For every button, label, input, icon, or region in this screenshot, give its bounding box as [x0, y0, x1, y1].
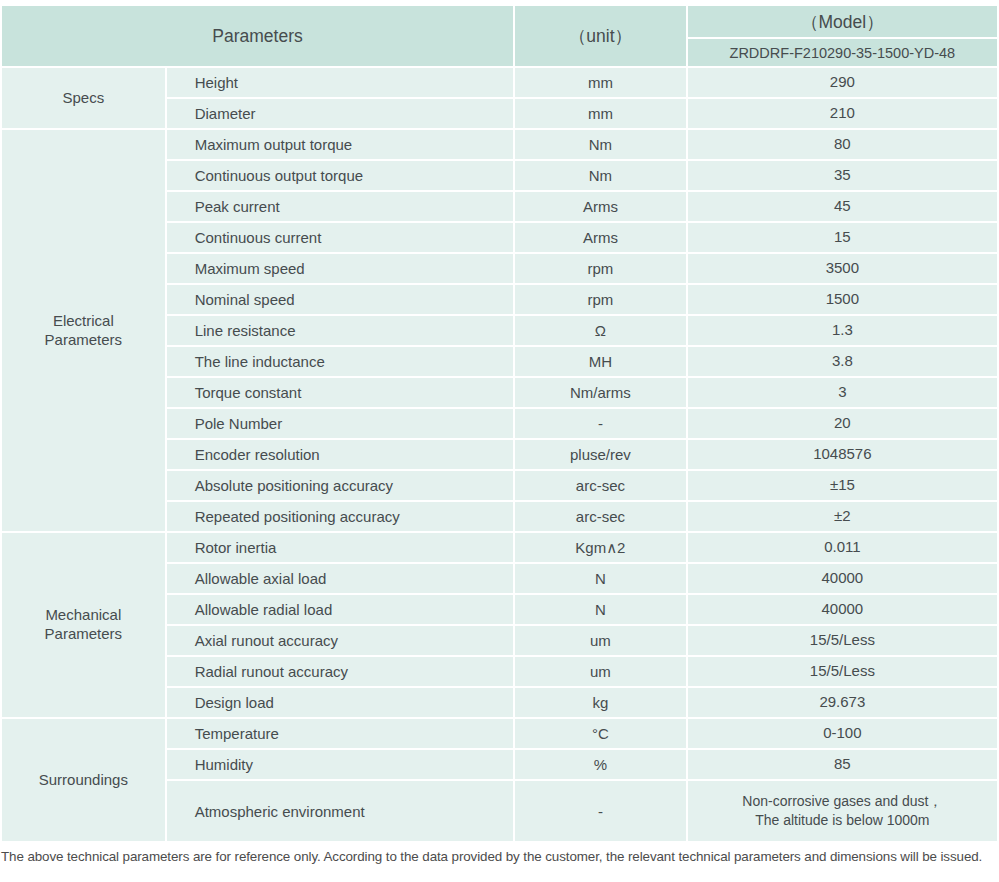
- parameter-name-cell: Peak current: [167, 192, 513, 221]
- value-cell: 1.3: [688, 316, 997, 345]
- unit-cell: -: [515, 781, 686, 841]
- value-cell: 210: [688, 99, 997, 128]
- unit-cell: N: [515, 595, 686, 624]
- value-cell: 40000: [688, 595, 997, 624]
- table-row: Electrical ParametersMaximum output torq…: [2, 130, 997, 159]
- header-row-1: Parameters （unit） （Model）: [2, 6, 997, 37]
- parameter-name-cell: Radial runout accuracy: [167, 657, 513, 686]
- value-cell: 40000: [688, 564, 997, 593]
- unit-cell: %: [515, 750, 686, 779]
- parameter-name-cell: Atmospheric environment: [167, 781, 513, 841]
- unit-cell: arc-sec: [515, 471, 686, 500]
- parameter-name-cell: The line inductance: [167, 347, 513, 376]
- unit-cell: um: [515, 657, 686, 686]
- parameter-name-cell: Design load: [167, 688, 513, 717]
- unit-cell: rpm: [515, 254, 686, 283]
- unit-cell: kg: [515, 688, 686, 717]
- value-cell: 290: [688, 68, 997, 97]
- unit-cell: mm: [515, 68, 686, 97]
- value-cell: ±2: [688, 502, 997, 531]
- parameter-name-cell: Pole Number: [167, 409, 513, 438]
- table-row: SurroundingsTemperature°C0-100: [2, 719, 997, 748]
- value-cell: 3: [688, 378, 997, 407]
- table-row: SpecsHeightmm290: [2, 68, 997, 97]
- unit-cell: -: [515, 409, 686, 438]
- value-cell: 35: [688, 161, 997, 190]
- value-cell: 1500: [688, 285, 997, 314]
- parameter-name-cell: Encoder resolution: [167, 440, 513, 469]
- unit-cell: arc-sec: [515, 502, 686, 531]
- parameter-name-cell: Diameter: [167, 99, 513, 128]
- parameter-name-cell: Continuous current: [167, 223, 513, 252]
- value-cell: 0-100: [688, 719, 997, 748]
- group-cell: Electrical Parameters: [2, 130, 165, 531]
- value-cell: Non-corrosive gases and dust， The altitu…: [688, 781, 997, 841]
- parameter-name-cell: Axial runout accuracy: [167, 626, 513, 655]
- value-cell: 15/5/Less: [688, 626, 997, 655]
- value-cell: 20: [688, 409, 997, 438]
- parameter-name-cell: Allowable axial load: [167, 564, 513, 593]
- parameter-name-cell: Allowable radial load: [167, 595, 513, 624]
- value-cell: ±15: [688, 471, 997, 500]
- group-cell: Surroundings: [2, 719, 165, 841]
- column-header-parameters: Parameters: [2, 6, 513, 66]
- unit-cell: Nm: [515, 161, 686, 190]
- parameter-name-cell: Repeated positioning accuracy: [167, 502, 513, 531]
- parameter-name-cell: Torque constant: [167, 378, 513, 407]
- unit-cell: Ω: [515, 316, 686, 345]
- unit-cell: mm: [515, 99, 686, 128]
- model-number: ZRDDRF-F210290-35-1500-YD-48: [688, 39, 997, 66]
- value-cell: 0.011: [688, 533, 997, 562]
- spec-sheet: Parameters （unit） （Model） ZRDDRF-F210290…: [0, 0, 999, 864]
- parameter-name-cell: Rotor inertia: [167, 533, 513, 562]
- value-cell: 29.673: [688, 688, 997, 717]
- unit-cell: Arms: [515, 192, 686, 221]
- unit-cell: N: [515, 564, 686, 593]
- value-cell: 3.8: [688, 347, 997, 376]
- unit-cell: um: [515, 626, 686, 655]
- value-cell: 45: [688, 192, 997, 221]
- column-header-unit: （unit）: [515, 6, 686, 66]
- unit-cell: Kgm∧2: [515, 533, 686, 562]
- table-row: Mechanical ParametersRotor inertiaKgm∧20…: [2, 533, 997, 562]
- value-cell: 80: [688, 130, 997, 159]
- unit-cell: °C: [515, 719, 686, 748]
- spec-table: Parameters （unit） （Model） ZRDDRF-F210290…: [0, 4, 999, 843]
- unit-cell: pluse/rev: [515, 440, 686, 469]
- parameter-name-cell: Temperature: [167, 719, 513, 748]
- value-cell: 15: [688, 223, 997, 252]
- unit-cell: MH: [515, 347, 686, 376]
- parameter-name-cell: Nominal speed: [167, 285, 513, 314]
- unit-cell: Arms: [515, 223, 686, 252]
- value-cell: 15/5/Less: [688, 657, 997, 686]
- unit-cell: Nm: [515, 130, 686, 159]
- footnote: The above technical parameters are for r…: [1, 849, 999, 864]
- parameter-name-cell: Humidity: [167, 750, 513, 779]
- unit-cell: Nm/arms: [515, 378, 686, 407]
- parameter-name-cell: Continuous output torque: [167, 161, 513, 190]
- group-cell: Specs: [2, 68, 165, 128]
- value-cell: 3500: [688, 254, 997, 283]
- value-cell: 1048576: [688, 440, 997, 469]
- parameter-name-cell: Maximum output torque: [167, 130, 513, 159]
- value-cell: 85: [688, 750, 997, 779]
- parameter-name-cell: Maximum speed: [167, 254, 513, 283]
- parameter-name-cell: Height: [167, 68, 513, 97]
- parameter-name-cell: Absolute positioning accuracy: [167, 471, 513, 500]
- group-cell: Mechanical Parameters: [2, 533, 165, 717]
- column-header-model: （Model）: [688, 6, 997, 37]
- parameter-name-cell: Line resistance: [167, 316, 513, 345]
- unit-cell: rpm: [515, 285, 686, 314]
